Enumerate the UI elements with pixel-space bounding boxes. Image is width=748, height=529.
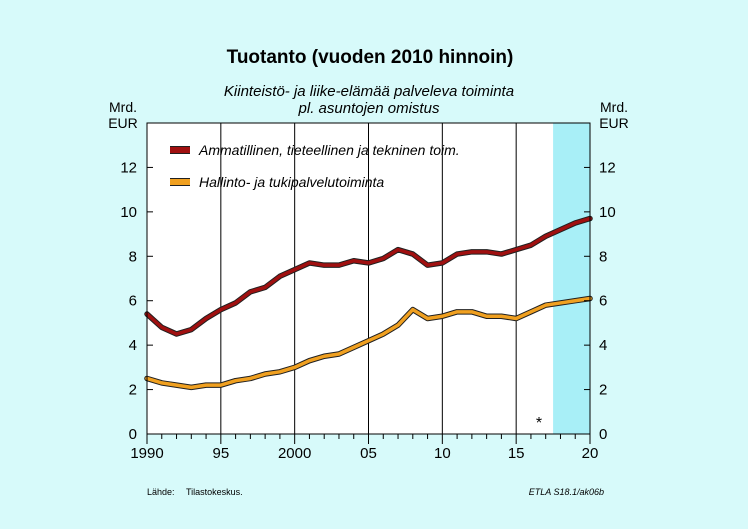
chart-subtitle-line-1: Kiinteistö- ja liike-elämää palveleva to…	[224, 83, 514, 100]
y-tick-label-left-6: 6	[129, 293, 137, 310]
x-axis: 1990 95 2000 05 10 15 20	[130, 434, 598, 462]
y-tick-label-right-2: 2	[599, 382, 607, 399]
legend-label-ammatillinen: Ammatillinen, tieteellinen ja tekninen t…	[198, 142, 460, 158]
series-line-ammatillinen	[145, 216, 592, 336]
y-axis-right: 0 2 4 6 8 10 12	[584, 159, 616, 443]
y-axis-left: 0 2 4 6 8 10 12	[120, 159, 153, 443]
gridlines	[220, 123, 517, 434]
source-label: Lähde:	[147, 487, 175, 497]
x-tick-label-2005: 05	[360, 445, 377, 462]
y-tick-label-right-12: 12	[599, 159, 616, 176]
chart-title: Tuotanto (vuoden 2010 hinnoin)	[227, 47, 514, 68]
x-tick-label-2000: 2000	[278, 445, 311, 462]
series-line-hallinto	[145, 296, 592, 390]
chart-subtitle-line-2: pl. asuntojen omistus	[298, 100, 440, 117]
source-value: Tilastokeskus.	[186, 487, 243, 497]
y-unit-left-line-1: Mrd.	[109, 99, 137, 115]
y-tick-label-right-10: 10	[599, 204, 616, 221]
x-tick-label-1995: 95	[212, 445, 229, 462]
figure-id: ETLA S18.1/ak06b	[529, 487, 604, 497]
y-tick-label-right-8: 8	[599, 248, 607, 265]
y-tick-label-left-12: 12	[120, 159, 137, 176]
legend: Ammatillinen, tieteellinen ja tekninen t…	[170, 142, 460, 190]
forecast-marker: *	[536, 415, 542, 432]
y-unit-right-line-2: EUR	[599, 115, 629, 131]
y-tick-label-left-2: 2	[129, 382, 137, 399]
y-unit-left-line-2: EUR	[108, 115, 138, 131]
y-tick-label-left-0: 0	[129, 426, 137, 443]
y-unit-right-line-1: Mrd.	[600, 99, 628, 115]
forecast-band	[553, 123, 590, 434]
x-tick-label-2010: 10	[434, 445, 451, 462]
y-tick-label-right-6: 6	[599, 293, 607, 310]
x-tick-label-1990: 1990	[130, 445, 163, 462]
x-tick-label-2020: 20	[582, 445, 599, 462]
x-tick-label-2015: 15	[508, 445, 525, 462]
y-tick-label-left-10: 10	[120, 204, 137, 221]
y-tick-label-left-4: 4	[129, 337, 137, 354]
y-tick-label-right-4: 4	[599, 337, 607, 354]
y-tick-label-left-8: 8	[129, 248, 137, 265]
y-tick-label-right-0: 0	[599, 426, 607, 443]
series-lines	[144, 215, 593, 391]
legend-label-hallinto: Hallinto- ja tukipalvelutoiminta	[199, 174, 384, 190]
